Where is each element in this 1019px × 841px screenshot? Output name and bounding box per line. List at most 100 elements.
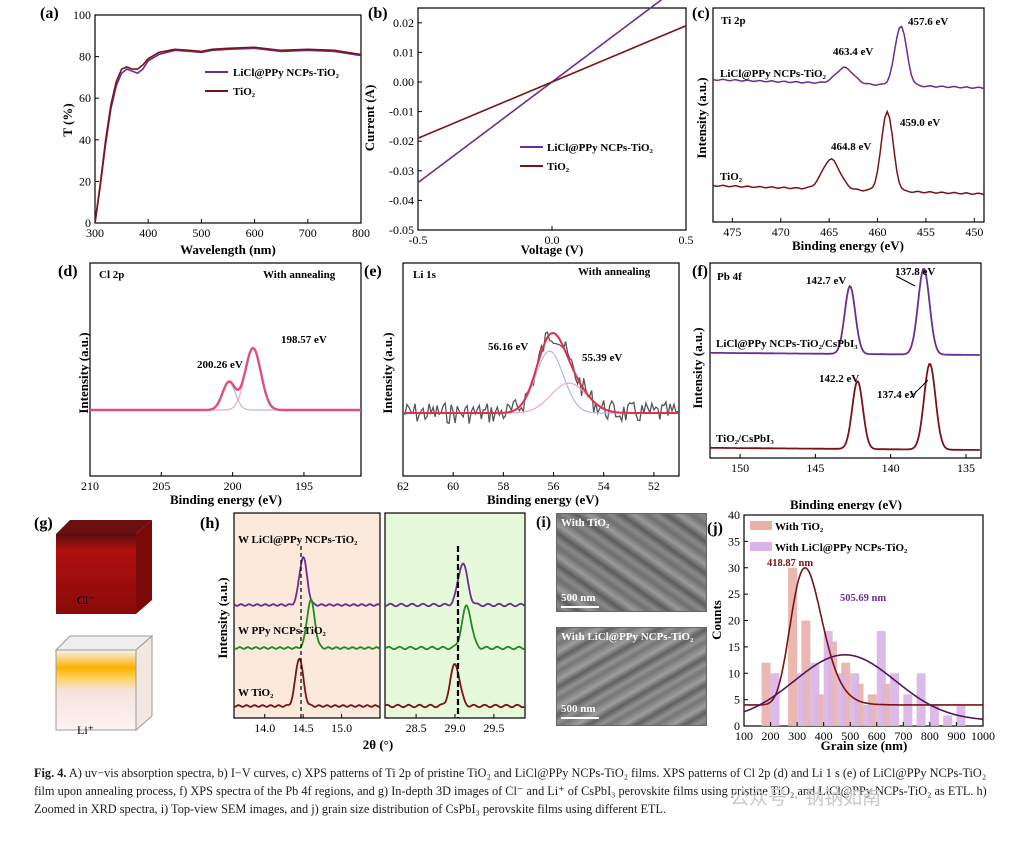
panel-h-left-xtick-label: 15.0	[331, 721, 352, 735]
panel-a-label: (a)	[40, 5, 59, 22]
panel-j-ytick-label: 15	[728, 640, 740, 654]
panel-j-ytick-label: 5	[734, 693, 740, 707]
panel-f-xtick-label: 145	[806, 461, 824, 475]
panel-b-ytick-label: 0.00	[393, 75, 414, 89]
panel-b-ylabel: Current (A)	[362, 85, 377, 152]
panel-j-ytick-label: 0	[734, 719, 740, 733]
panel-h-right-xtick-label: 29.0	[445, 721, 466, 735]
panel-f-annot-1427: 142.7 eV	[806, 275, 846, 287]
panel-e-xtick-label: 58	[497, 479, 509, 493]
caption-text: A) uv−vis absorption spectra, b) I−V cur…	[34, 766, 987, 816]
panel-a-ytick-label: 0	[85, 216, 91, 230]
panel-a-legend-tio2: TiO₂	[233, 86, 256, 98]
panel-d-xlabel: Binding energy (eV)	[170, 492, 282, 507]
panel-c-chart: (c) Ti 2p 475 470 465 460 455 450 Binding ene…	[692, 5, 985, 253]
panel-j-label: (j)	[707, 520, 723, 537]
panel-f-chart: (f) Pb 4f 150 145 140 135 Binding energy (e…	[690, 262, 982, 510]
panel-f-title: Pb 4f	[717, 271, 742, 283]
panel-d-label: (d)	[58, 263, 78, 280]
panel-h-series-tio2-left	[233, 657, 381, 708]
panel-a-xtick-label: 600	[246, 226, 264, 240]
panel-h-ylabel: Intensity (a.u.)	[215, 577, 230, 658]
panel-c-x-ticks: 475 470 465 460 455 450	[723, 218, 983, 239]
panel-a-xtick-label: 400	[139, 226, 157, 240]
panel-j-legend-swatch-licl	[750, 542, 772, 551]
panel-j-xtick-label: 200	[762, 729, 780, 743]
panel-e-annot-5539: 55.39 eV	[582, 352, 622, 364]
panel-b-ytick-label: -0.01	[389, 105, 414, 119]
panel-f-ylabel: Intensity (a.u.)	[690, 327, 705, 408]
panel-c-series-tio2	[712, 109, 985, 196]
panel-b-x-ticks: -0.5 0.0 0.5	[409, 226, 694, 247]
panel-b-series-licl	[417, 0, 663, 184]
panel-b-series-tio2	[417, 25, 687, 139]
figure-caption: Fig. 4. A) uv−vis absorption spectra, b)…	[34, 764, 1009, 818]
panel-j-legend-tio2: With TiO₂	[775, 521, 824, 533]
panel-j-legend-swatch-tio2	[750, 521, 772, 530]
panel-j-bar	[823, 631, 833, 726]
sem-image-tio2: With TiO₂ 500 nm	[556, 513, 707, 612]
panel-e-label: (e)	[364, 263, 382, 280]
panel-j-fit-licl	[743, 654, 984, 720]
panel-h-x-ticks: 14.0 14.5 15.0 28.5 29.0 29.5	[254, 714, 504, 735]
panel-f-label: (f)	[692, 263, 708, 280]
sem-licl-label: With LiCl@PPy NCPs-TiO₂	[561, 631, 694, 643]
panel-c-xlabel: Binding energy (eV)	[792, 238, 904, 253]
panel-j-bar	[943, 715, 953, 726]
panel-f-xtick-label: 140	[882, 461, 900, 475]
panel-j-xtick-label: 1000	[971, 729, 995, 743]
panel-j-bar	[836, 673, 846, 726]
panel-g-cl-label: Cl⁻	[77, 593, 95, 607]
panel-a-ytick-label: 20	[79, 174, 91, 188]
panel-e-xlabel: Binding energy (eV)	[487, 492, 599, 507]
panel-h-series-label-licl: W LiCl@PPy NCPs-TiO₂	[238, 534, 358, 546]
panel-c-ylabel: Intensity (a.u.)	[694, 77, 709, 158]
panel-f-xtick-label: 135	[957, 461, 975, 475]
panel-b-chart: (b) -0.05 -0.04 -0.03 -0.02 -0.01 0.00 0.01 0.0…	[362, 0, 694, 257]
panel-a-ytick-label: 100	[73, 8, 91, 22]
panel-h-right-xtick-label: 29.5	[483, 721, 504, 735]
panel-j-bar	[903, 694, 913, 726]
panel-a-x-ticks: 300 400 500 600 700 800	[86, 219, 370, 240]
panel-a-xtick-label: 700	[299, 226, 317, 240]
panel-j-ytick-label: 20	[728, 614, 740, 628]
panel-i-label: (i)	[536, 514, 552, 531]
panel-j-legend-licl: With LiCl@PPy NCPs-TiO₂	[775, 542, 908, 554]
panel-b-label: (b)	[368, 5, 388, 22]
panel-c-annot-4576: 457.6 eV	[908, 16, 948, 28]
panel-j-bar	[876, 631, 886, 726]
panel-a-ytick-label: 60	[79, 91, 91, 105]
panel-d-spectrum	[90, 346, 361, 412]
panel-b-ytick-label: -0.02	[389, 134, 414, 148]
panel-j-xtick-label: 400	[815, 729, 833, 743]
panel-g-li-label: Li⁺	[77, 723, 94, 737]
panel-j-xtick-label: 600	[868, 729, 886, 743]
panel-c-xtick-label: 475	[723, 225, 741, 239]
panel-e-xtick-label: 62	[397, 479, 409, 493]
panel-d-chart: (d) Cl 2p With annealing 210 205 200 195 Bi…	[58, 262, 362, 507]
panel-c-xtick-label: 470	[772, 225, 790, 239]
panel-b-ytick-label: -0.03	[389, 164, 414, 178]
panel-a-series-licl	[94, 47, 362, 224]
panel-j-chart: (j) 0 5 10 15 20 25 30 35 40 100 200 300 400 500 600 7…	[707, 508, 995, 753]
panel-h-series-ppy-right	[384, 604, 525, 651]
panel-e-raw-spectrum	[402, 331, 679, 425]
sem-tio2-scale-bar	[561, 606, 599, 608]
panel-b-legend-licl: LiCl@PPy NCPs-TiO₂	[547, 142, 654, 154]
panel-e-ylabel: Intensity (a.u.)	[380, 332, 395, 413]
panel-f-xlabel: Binding energy (eV)	[790, 497, 902, 510]
panel-a-xtick-label: 500	[192, 226, 210, 240]
panel-a-chart: (a) 0 20 40 60 80 100 300 400 500 600 700 800 Wave…	[40, 5, 370, 257]
panel-c-annot-4648: 464.8 eV	[831, 141, 871, 153]
panel-f-annot-1378: 137.8 eV	[895, 266, 935, 278]
panel-j-annot-41887: 418.87 nm	[767, 558, 813, 569]
panel-e-chart: (e) Li 1s With annealing 62 60 58 56 54 52 Bi…	[364, 262, 680, 507]
panel-j-xtick-label: 100	[735, 729, 753, 743]
panel-j-xtick-label: 700	[894, 729, 912, 743]
panel-b-ytick-label: 0.01	[393, 45, 414, 59]
panel-d-fit-peak2	[90, 347, 361, 411]
panel-b-ytick-label: -0.05	[389, 223, 414, 237]
sem-image-licl: With LiCl@PPy NCPs-TiO₂ 500 nm	[556, 627, 707, 726]
panel-j-ylabel: Counts	[709, 600, 724, 640]
